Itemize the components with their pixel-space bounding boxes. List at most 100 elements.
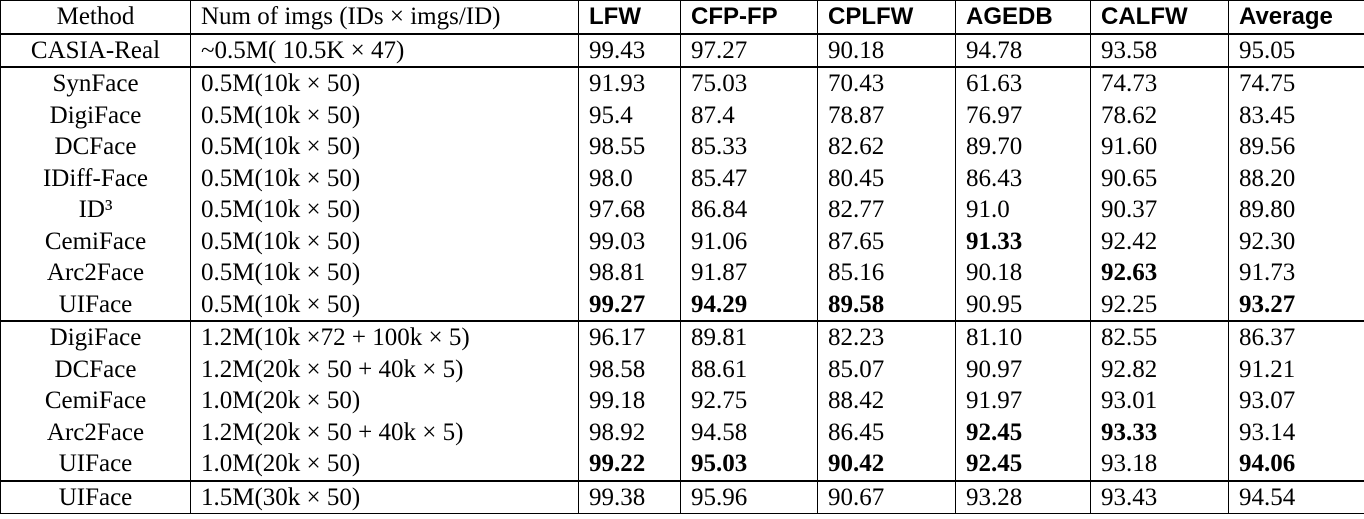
score-cell: 99.27 [578, 288, 681, 321]
score-cell: 99.43 [578, 33, 681, 67]
score-cell: 89.58 [817, 288, 956, 321]
images-cell: 1.2M(20k × 50 + 40k × 5) [190, 353, 579, 385]
score-cell: 93.43 [1090, 480, 1229, 514]
table-row: UIFace 1.5M(30k × 50) 99.38 95.96 90.67 93.28… [0, 480, 1364, 514]
method-cell: DigiFace [0, 99, 191, 131]
method-cell: CASIA-Real [0, 33, 191, 67]
score-cell: 91.60 [1090, 131, 1229, 163]
score-cell: 70.43 [817, 67, 956, 100]
score-cell: 91.93 [578, 67, 681, 100]
images-cell: 1.5M(30k × 50) [190, 480, 579, 514]
score-cell: 95.96 [680, 480, 818, 514]
score-cell: 81.10 [955, 321, 1091, 354]
score-cell: 94.29 [680, 288, 818, 321]
score-cell: 91.06 [680, 225, 818, 257]
score-cell: 85.33 [680, 131, 818, 163]
score-cell: 90.67 [817, 480, 956, 514]
table-body: CASIA-Real ~0.5M( 10.5K × 47) 99.43 97.27 90… [0, 33, 1364, 514]
header-cell: Num of imgs (IDs × imgs/ID) [190, 0, 579, 34]
method-cell: DigiFace [0, 321, 191, 354]
table-row: IDiff-Face 0.5M(10k × 50) 98.0 85.47 80.45 86… [0, 162, 1364, 194]
score-cell: 98.55 [578, 131, 681, 163]
table-row: SynFace 0.5M(10k × 50) 91.93 75.03 70.43 61.6… [0, 67, 1364, 100]
score-cell: 93.33 [1090, 416, 1229, 448]
score-cell: 90.97 [955, 353, 1091, 385]
method-cell: DCFace [0, 353, 191, 385]
table-row: UIFace 0.5M(10k × 50) 99.27 94.29 89.58 90.95… [0, 288, 1364, 321]
score-cell: 74.73 [1090, 67, 1229, 100]
score-cell: 86.84 [680, 194, 818, 226]
images-cell: 0.5M(10k × 50) [190, 162, 579, 194]
score-cell: 89.70 [955, 131, 1091, 163]
method-cell: Arc2Face [0, 416, 191, 448]
images-cell: 0.5M(10k × 50) [190, 67, 579, 100]
score-cell: 97.27 [680, 33, 818, 67]
images-cell: 1.2M(20k × 50 + 40k × 5) [190, 416, 579, 448]
score-cell: 85.16 [817, 257, 956, 289]
score-cell: 93.18 [1090, 448, 1229, 481]
table-row: Arc2Face 0.5M(10k × 50) 98.81 91.87 85.16 90.… [0, 257, 1364, 289]
header-cell: Average [1228, 0, 1364, 34]
images-cell: 1.0M(20k × 50) [190, 448, 579, 481]
score-cell: 92.45 [955, 416, 1091, 448]
score-cell: 92.30 [1228, 225, 1364, 257]
score-cell: 95.05 [1228, 33, 1364, 67]
score-cell: 86.37 [1228, 321, 1364, 354]
score-cell: 85.07 [817, 353, 956, 385]
table-row: Arc2Face 1.2M(20k × 50 + 40k × 5) 98.92 94.… [0, 416, 1364, 448]
score-cell: 88.42 [817, 385, 956, 417]
score-cell: 93.07 [1228, 385, 1364, 417]
method-cell: CemiFace [0, 225, 191, 257]
score-cell: 93.58 [1090, 33, 1229, 67]
images-cell: 0.5M(10k × 50) [190, 99, 579, 131]
score-cell: 78.87 [817, 99, 956, 131]
score-cell: 82.77 [817, 194, 956, 226]
score-cell: 91.73 [1228, 257, 1364, 289]
header-cell: CPLFW [817, 0, 956, 34]
score-cell: 86.43 [955, 162, 1091, 194]
images-cell: 0.5M(10k × 50) [190, 257, 579, 289]
score-cell: 95.03 [680, 448, 818, 481]
table-row: DCFace 1.2M(20k × 50 + 40k × 5) 98.58 88.61… [0, 353, 1364, 385]
score-cell: 82.23 [817, 321, 956, 354]
table-row: DigiFace 0.5M(10k × 50) 95.4 87.4 78.87 76.97… [0, 99, 1364, 131]
table-row: DigiFace 1.2M(10k ×72 + 100k × 5) 96.17 89.… [0, 321, 1364, 354]
score-cell: 98.81 [578, 257, 681, 289]
score-cell: 99.22 [578, 448, 681, 481]
score-cell: 89.80 [1228, 194, 1364, 226]
score-cell: 92.25 [1090, 288, 1229, 321]
table-row: CASIA-Real ~0.5M( 10.5K × 47) 99.43 97.27 90… [0, 33, 1364, 67]
score-cell: 94.06 [1228, 448, 1364, 481]
score-cell: 87.4 [680, 99, 818, 131]
score-cell: 90.18 [955, 257, 1091, 289]
score-cell: 91.0 [955, 194, 1091, 226]
score-cell: 86.45 [817, 416, 956, 448]
score-cell: 94.78 [955, 33, 1091, 67]
score-cell: 91.87 [680, 257, 818, 289]
score-cell: 85.47 [680, 162, 818, 194]
images-cell: 1.2M(10k ×72 + 100k × 5) [190, 321, 579, 354]
score-cell: 99.03 [578, 225, 681, 257]
header-cell: AGEDB [955, 0, 1091, 34]
score-cell: 90.37 [1090, 194, 1229, 226]
method-cell: UIFace [0, 288, 191, 321]
score-cell: 91.21 [1228, 353, 1364, 385]
score-cell: 93.27 [1228, 288, 1364, 321]
images-cell: ~0.5M( 10.5K × 47) [190, 33, 579, 67]
score-cell: 92.63 [1090, 257, 1229, 289]
table-row: CemiFace 0.5M(10k × 50) 99.03 91.06 87.65 91.… [0, 225, 1364, 257]
header-cell: CALFW [1090, 0, 1229, 34]
header-cell: Method [0, 0, 191, 34]
table-row: ID³ 0.5M(10k × 50) 97.68 86.84 82.77 91.0 90.3… [0, 194, 1364, 226]
score-cell: 93.28 [955, 480, 1091, 514]
score-cell: 90.18 [817, 33, 956, 67]
method-cell: CemiFace [0, 385, 191, 417]
score-cell: 75.03 [680, 67, 818, 100]
score-cell: 82.55 [1090, 321, 1229, 354]
score-cell: 88.20 [1228, 162, 1364, 194]
table-row: UIFace 1.0M(20k × 50) 99.22 95.03 90.42 92.45… [0, 448, 1364, 481]
header-row: Method Num of imgs (IDs × imgs/ID) LFW CFP-… [0, 0, 1364, 34]
method-cell: ID³ [0, 194, 191, 226]
method-cell: Arc2Face [0, 257, 191, 289]
